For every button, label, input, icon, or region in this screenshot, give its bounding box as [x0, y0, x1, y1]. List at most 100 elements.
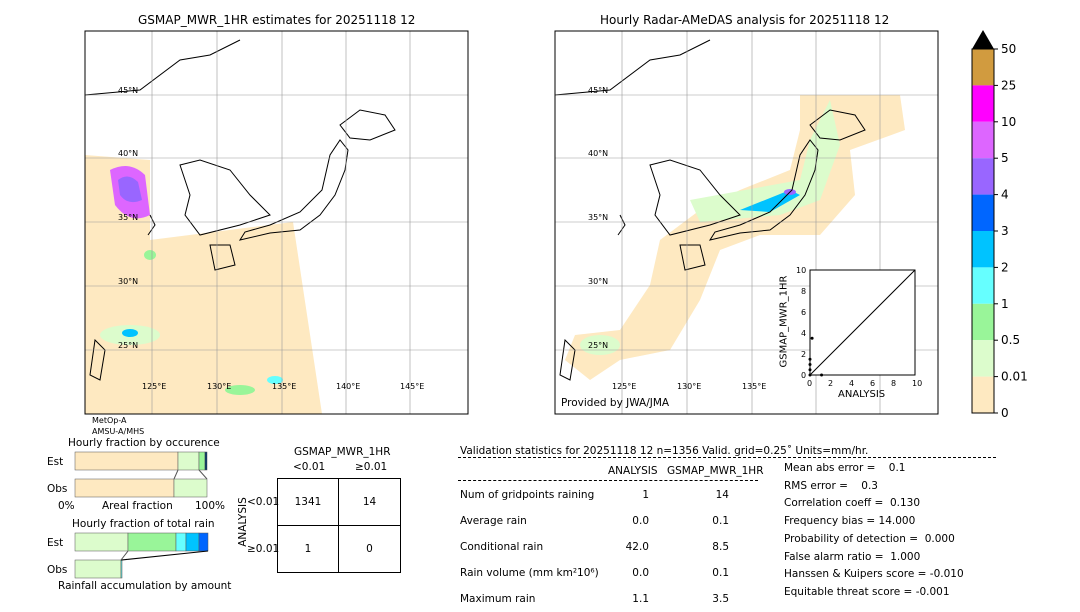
- divider: [458, 457, 996, 458]
- lat-label: 30°N: [588, 277, 608, 286]
- coastline: [554, 39, 711, 96]
- scatter-point: [820, 373, 824, 377]
- colorbar-label: 0.01: [1001, 370, 1028, 384]
- stat-cell: Average rain: [460, 515, 527, 527]
- col-header: ANALYSIS: [608, 465, 658, 477]
- lon-label: 125°E: [142, 382, 166, 391]
- inset-xtick: 6: [870, 379, 875, 388]
- scatter-point: [808, 373, 812, 377]
- score: Mean abs error = 0.1: [784, 462, 906, 474]
- axis-left: 0%: [58, 500, 75, 512]
- coastline: [238, 139, 349, 241]
- colorbar-label: 2: [1001, 260, 1009, 274]
- bar-segment: [204, 451, 208, 471]
- contingency-col-title: GSMAP_MWR_1HR: [294, 446, 391, 458]
- bar-segment: [173, 478, 208, 498]
- stat-cell: 0.1: [712, 515, 729, 527]
- colorbar-extend: [972, 30, 994, 49]
- row-label: ≥0.01: [247, 543, 280, 555]
- scatter-point: [808, 363, 812, 366]
- sensor-2: AMSU-A/MHS: [92, 427, 145, 436]
- colorbar-label: 1: [1001, 297, 1009, 311]
- colorbar-label: 3: [1001, 224, 1009, 238]
- bar-segment: [198, 451, 206, 471]
- colorbar-swatch: [972, 303, 994, 341]
- colorbar-swatch: [972, 376, 994, 413]
- inset-xtick: 4: [849, 379, 854, 388]
- bar-segment: [120, 559, 123, 579]
- colorbar-swatch: [972, 158, 994, 195]
- cell: 0: [366, 542, 373, 555]
- coastline: [679, 244, 706, 271]
- colorbar-swatch: [972, 340, 994, 377]
- diagonal: [809, 269, 916, 376]
- coastline: [809, 109, 866, 141]
- colorbar-label: 10: [1001, 115, 1016, 129]
- inset-xtick: 10: [912, 379, 922, 388]
- stat-cell: Conditional rain: [460, 541, 544, 553]
- coastline: [339, 109, 396, 141]
- lat-label: 45°N: [118, 86, 138, 95]
- stat-cell: Rain volume (mm km²10⁶): [460, 567, 599, 579]
- stat-cell: 14: [715, 489, 729, 501]
- stat-cell: 0.0: [632, 567, 649, 579]
- inset-ytick: 0: [801, 371, 806, 380]
- lon-label: 125°E: [612, 382, 636, 391]
- colorbar-swatch: [972, 85, 994, 122]
- inset-ylabel: GSMAP_MWR_1HR: [778, 275, 790, 368]
- colorbar-swatch: [972, 231, 994, 268]
- scatter-point: [808, 357, 812, 361]
- score: Probability of detection = 0.000: [784, 532, 955, 545]
- stats-header: Validation statistics for 20251118 12 n=…: [460, 445, 869, 457]
- col-header: GSMAP_MWR_1HR: [667, 465, 764, 477]
- scatter-point: [808, 368, 812, 372]
- inset-xtick: 2: [828, 379, 833, 388]
- obs-label: Obs: [47, 564, 68, 576]
- inset-ytick: 2: [801, 350, 806, 359]
- lat-label: 35°N: [118, 213, 138, 222]
- stat-cell: 0.0: [632, 515, 649, 527]
- coastline: [708, 139, 819, 241]
- row-label: <0.01: [247, 496, 280, 508]
- lon-label: 135°E: [272, 382, 296, 391]
- bar-segment: [74, 532, 129, 552]
- left-map-title: GSMAP_MWR_1HR estimates for 20251118 12: [138, 13, 416, 27]
- lat-label: 40°N: [588, 149, 608, 158]
- colorbar-label: 0.5: [1001, 333, 1020, 347]
- stat-cell: 1: [642, 489, 649, 501]
- stat-cell: 42.0: [625, 541, 649, 553]
- lat-label: 25°N: [588, 341, 608, 350]
- colorbar-label: 25: [1001, 78, 1016, 92]
- inset-xtick: 0: [807, 379, 812, 388]
- lon-label: 130°E: [207, 382, 231, 391]
- score: Correlation coeff = 0.130: [784, 497, 920, 510]
- est-label: Est: [47, 537, 64, 549]
- lon-label: 130°E: [677, 382, 701, 391]
- inset-ytick: 8: [801, 287, 806, 296]
- total-rain-footer: Rainfall accumulation by amount: [58, 580, 232, 592]
- coastline: [649, 159, 741, 236]
- lat-label: 40°N: [118, 149, 138, 158]
- inset-xlabel: ANALYSIS: [838, 389, 886, 400]
- sensor-1: MetOp-A: [92, 416, 127, 425]
- credit: Provided by JWA/JMA: [561, 397, 670, 409]
- stat-cell: 3.5: [712, 593, 729, 605]
- cell: 1: [278, 525, 339, 572]
- stat-cell: Num of gridpoints raining: [460, 489, 595, 501]
- axis-mid: Areal fraction: [102, 500, 173, 512]
- colorbar-label: 50: [1001, 42, 1016, 56]
- stat-cell: 1.1: [632, 593, 649, 605]
- left-map: [85, 155, 322, 414]
- coastline: [147, 214, 156, 236]
- bar-segment: [74, 451, 179, 471]
- total-rain-title: Hourly fraction of total rain: [72, 518, 215, 530]
- colorbar-label: 0: [1001, 406, 1009, 420]
- inset-xtick: 8: [891, 379, 896, 388]
- divider: [458, 480, 758, 481]
- lat-label: 45°N: [588, 86, 608, 95]
- obs-label: Obs: [47, 483, 68, 495]
- bar-segment: [127, 532, 177, 552]
- coastline: [209, 244, 236, 271]
- lon-label: 135°E: [742, 382, 766, 391]
